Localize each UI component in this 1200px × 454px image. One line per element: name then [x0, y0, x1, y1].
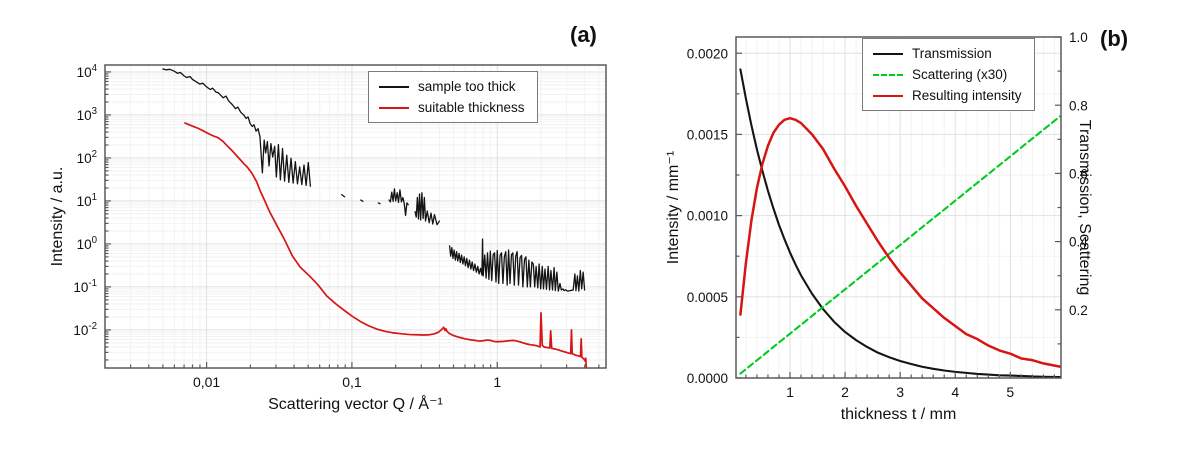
series-suitable-thickness [184, 122, 588, 369]
x-tick-label: 4 [951, 384, 959, 400]
y2-tick-label: 0.6 [1069, 167, 1088, 182]
plot-frame [104, 64, 607, 369]
y-tick-label: 0.0020 [687, 46, 728, 61]
series-sample-too-thick [162, 68, 312, 187]
y-tick-label: 101 [77, 192, 97, 209]
y-tick-label: 102 [77, 149, 97, 166]
y-tick-label: 0.0000 [687, 371, 728, 386]
legend-label: Transmission [912, 46, 992, 61]
y-tick-label: 0.0015 [687, 128, 728, 143]
axis-labels: 1 2 3 4 5 0.0000 0.0005 0.0010 0.0015 0.0020 0.2 0.… [665, 30, 1093, 423]
y-tick-label: 0.0005 [687, 290, 728, 305]
y-tick-label: 0.0010 [687, 209, 728, 224]
legend-label: Resulting intensity [912, 88, 1022, 103]
y-tick-label: 104 [77, 63, 98, 80]
x-tick-label: 3 [896, 384, 904, 400]
series-resulting-intensity [739, 116, 1062, 368]
x-tick-label: 0,01 [193, 374, 220, 390]
legend-b: Transmission Scattering (x30) Resulting in… [862, 38, 1035, 111]
legend-swatch-transmission [873, 52, 903, 55]
axis-ticks [736, 36, 1061, 379]
grid [105, 65, 606, 368]
series-scattering-x30 [739, 115, 1061, 375]
legend-swatch-sample-too-thick [379, 85, 409, 88]
series-sample-too-thick [448, 238, 586, 292]
legend-swatch-scattering-x30 [873, 73, 903, 76]
x-tick-label: 1 [786, 384, 794, 400]
legend-item-scattering-x30: Scattering (x30) [873, 67, 1022, 82]
series-sample-too-thick [377, 202, 381, 205]
chart-a: 0,01 0,1 1 104 103 102 101 100 10-1 10-2 Scatterin… [49, 63, 607, 413]
legend-item-transmission: Transmission [873, 46, 1022, 61]
panel-a-label: (a) [570, 22, 597, 47]
chart-b: 1 2 3 4 5 0.0000 0.0005 0.0010 0.0015 0.0020 0.2 0.… [665, 30, 1093, 423]
legend-item-resulting-intensity: Resulting intensity [873, 88, 1022, 103]
y2-tick-label: 1.0 [1069, 30, 1088, 45]
legend-swatch-resulting-intensity [873, 94, 903, 97]
x-tick-label: 2 [841, 384, 849, 400]
series-sample-too-thick [414, 192, 441, 226]
legend-item-sample-too-thick: sample too thick [379, 79, 525, 94]
y-tick-label: 103 [77, 106, 97, 123]
series-sample-too-thick [388, 188, 409, 217]
legend-swatch-suitable-thickness [379, 106, 409, 109]
legend-label: sample too thick [418, 79, 516, 94]
legend-item-suitable-thickness: suitable thickness [379, 100, 525, 115]
axis-ticks [105, 71, 600, 368]
x-axis-title: Scattering vector Q / Å⁻¹ [268, 394, 443, 413]
legend-label: Scattering (x30) [912, 67, 1008, 82]
series-group [739, 68, 1062, 379]
series-group [162, 68, 588, 369]
x-tick-label: 0,1 [342, 374, 362, 390]
y2-tick-label: 0.2 [1069, 303, 1088, 318]
panel-b-label: (b) [1100, 26, 1129, 51]
series-sample-too-thick [341, 193, 346, 198]
x-tick-label: 1 [493, 374, 501, 390]
y2-axis-title: Transmission, Scattering [1076, 120, 1093, 295]
axis-labels: 0,01 0,1 1 104 103 102 101 100 10-1 10-2 Scatterin… [49, 63, 501, 413]
x-axis-title: thickness t / mm [841, 406, 957, 423]
series-sample-too-thick [360, 199, 364, 202]
y-axis-title: Intensity / mm⁻¹ [665, 151, 682, 264]
y-tick-label: 100 [77, 235, 98, 252]
x-tick-label: 5 [1006, 384, 1014, 400]
y-tick-label: 10-2 [73, 321, 97, 338]
y2-tick-label: 0.4 [1069, 235, 1088, 250]
legend-a: sample too thick suitable thickness [368, 71, 538, 123]
legend-label: suitable thickness [418, 100, 525, 115]
y2-tick-label: 0.8 [1069, 98, 1088, 113]
y-tick-label: 10-1 [73, 278, 97, 295]
y-axis-title: Intensity / a.u. [49, 167, 66, 267]
series-transmission [739, 68, 1061, 379]
